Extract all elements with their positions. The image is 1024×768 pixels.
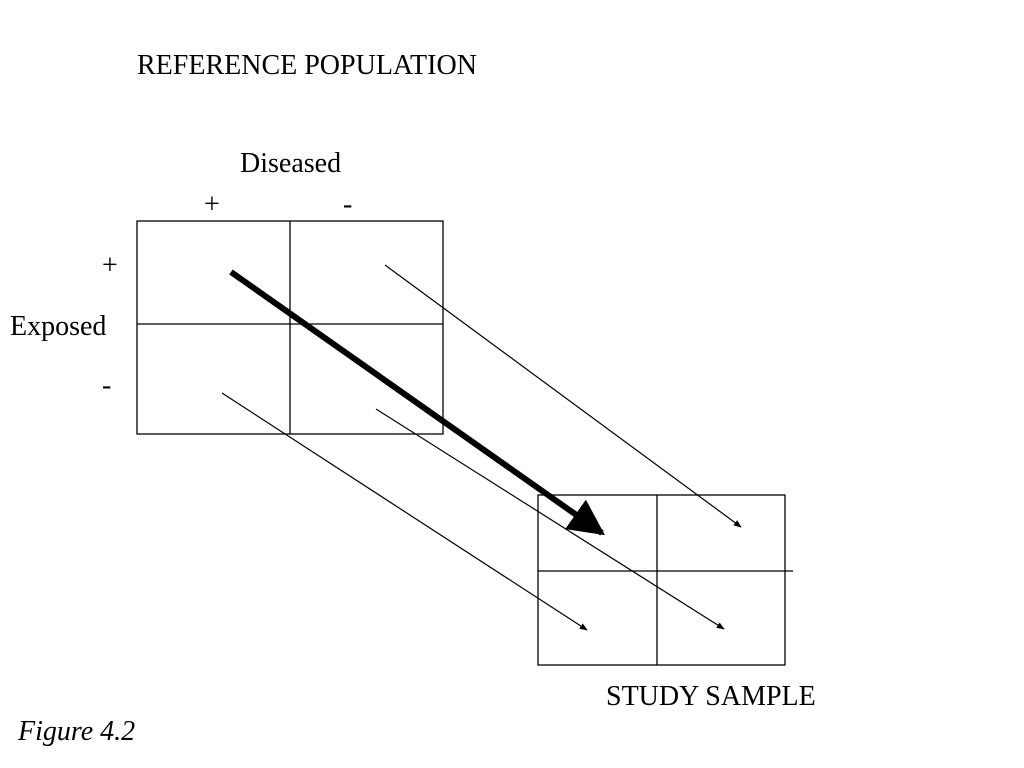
study-sample-table (537, 494, 793, 666)
exposed-negative-sign: - (102, 370, 112, 401)
exposed-header: Exposed (10, 311, 107, 342)
exposed-positive-sign: + (102, 250, 118, 281)
sampling-arrow-unexposed-nondiseased (375, 408, 725, 630)
reference-population-table (136, 220, 444, 435)
study-sample-title: STUDY SAMPLE (606, 681, 816, 712)
reference-population-title: REFERENCE POPULATION (137, 50, 477, 81)
diseased-negative-sign: - (343, 189, 353, 220)
sampling-arrow-exposed-nondiseased (384, 264, 742, 528)
diseased-positive-sign: + (204, 189, 220, 220)
bold-sampling-arrow (229, 269, 605, 536)
study-table-border (537, 494, 786, 666)
diseased-header: Diseased (240, 148, 342, 179)
sampling-arrow-unexposed-diseased (221, 392, 588, 631)
figure-caption: Figure 4.2 (18, 716, 136, 747)
